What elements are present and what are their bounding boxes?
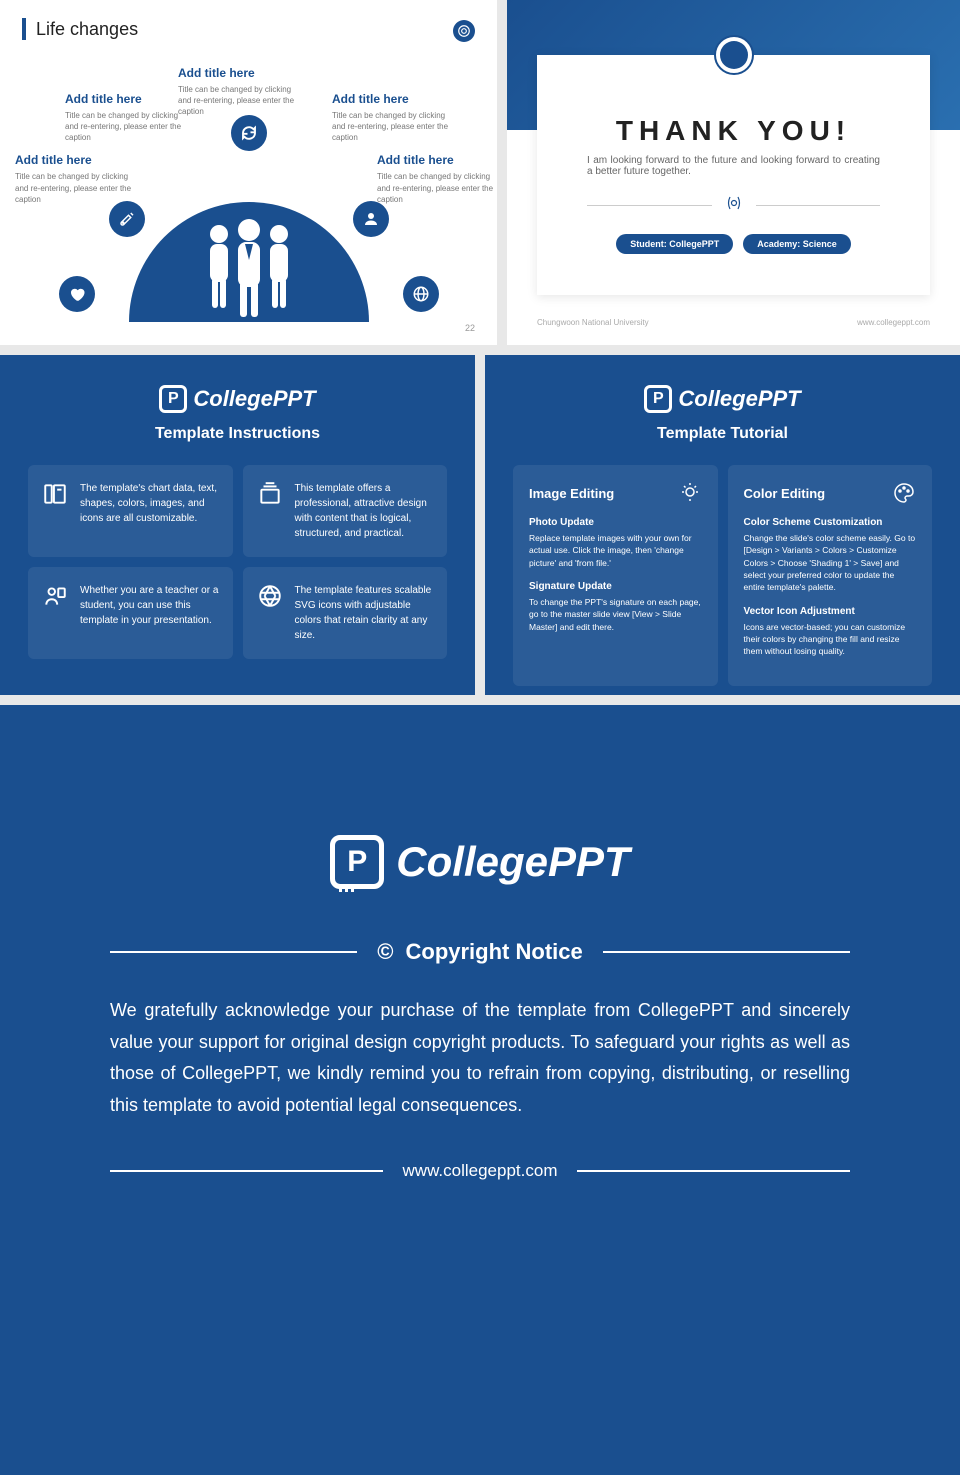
- sub-body: Icons are vector-based; you can customiz…: [744, 621, 917, 658]
- copyright-icon: ©: [377, 939, 393, 965]
- slide-title: Life changes: [36, 19, 138, 40]
- corner-seal-icon: [453, 20, 475, 42]
- sub-title: Vector Icon Adjustment: [744, 606, 917, 617]
- brand-name: CollegePPT: [396, 838, 629, 886]
- tools-icon: [109, 201, 145, 237]
- copyright-body: We gratefully acknowledge your purchase …: [110, 995, 850, 1121]
- tutorial-slide: PCollegePPT Template Tutorial Image Edit…: [485, 355, 960, 695]
- academy-badge: Academy: Science: [743, 234, 851, 254]
- page-number: 22: [465, 323, 475, 333]
- tutorial-card: Color Editing Color Scheme Customization…: [728, 465, 933, 686]
- layers-icon: [257, 481, 283, 507]
- footer: Chungwoon National University www.colleg…: [537, 318, 930, 327]
- section-title: Template Tutorial: [513, 425, 932, 443]
- instructions-slide: PCollegePPT Template Instructions The te…: [0, 355, 475, 695]
- url: www.collegeppt.com: [403, 1161, 558, 1181]
- aperture-icon: [257, 583, 283, 609]
- sub-body: To change the PPT's signature on each pa…: [529, 596, 702, 633]
- info-card: Whether you are a teacher or a student, …: [28, 567, 233, 659]
- user-icon: [353, 201, 389, 237]
- item-body: Title can be changed by clicking and re-…: [178, 84, 298, 118]
- title-accent: [22, 18, 26, 40]
- people-icon: [184, 212, 314, 322]
- thank-you-slide: THANK YOU! I am looking forward to the f…: [507, 0, 960, 345]
- sub-title: Signature Update: [529, 581, 702, 592]
- footer-right: www.collegeppt.com: [857, 318, 930, 327]
- life-changes-slide: Life changes Add title here Title can be…: [0, 0, 497, 345]
- copyright-slide: PCollegePPT © Copyright Notice We gratef…: [0, 705, 960, 1475]
- logo: PCollegePPT: [513, 385, 932, 413]
- sub-body: Change the slide's color scheme easily. …: [744, 532, 917, 594]
- student-badge: Student: CollegePPT: [616, 234, 733, 254]
- sub-title: Color Scheme Customization: [744, 517, 917, 528]
- divider: [587, 195, 880, 216]
- thank-you-heading: THANK YOU!: [587, 115, 880, 147]
- lightbulb-icon: [678, 481, 702, 505]
- laurel-icon: [724, 195, 744, 216]
- brand-name: CollegePPT: [193, 386, 315, 412]
- card-text: This template offers a professional, att…: [295, 481, 434, 541]
- item-title: Add title here: [332, 92, 452, 106]
- thank-you-subtext: I am looking forward to the future and l…: [587, 155, 880, 177]
- logo-icon: P: [159, 385, 187, 413]
- item-3: Add title here Title can be changed by c…: [178, 66, 298, 118]
- copyright-heading: Copyright Notice: [406, 939, 583, 965]
- info-card: The template features scalable SVG icons…: [243, 567, 448, 659]
- sub-body: Replace template images with your own fo…: [529, 532, 702, 569]
- info-grid: The template's chart data, text, shapes,…: [28, 465, 447, 659]
- refresh-icon: [231, 115, 267, 151]
- item-title: Add title here: [65, 92, 185, 106]
- item-title: Add title here: [178, 66, 298, 80]
- card-text: The template features scalable SVG icons…: [295, 583, 434, 643]
- thank-you-card: THANK YOU! I am looking forward to the f…: [537, 55, 930, 295]
- title-bar: Life changes: [22, 18, 475, 40]
- logo-icon: P: [330, 835, 384, 889]
- teacher-icon: [42, 583, 68, 609]
- footer-left: Chungwoon National University: [537, 318, 649, 327]
- badges: Student: CollegePPT Academy: Science: [587, 234, 880, 254]
- presentation-icon: [42, 481, 68, 507]
- copyright-heading-row: © Copyright Notice: [110, 939, 850, 965]
- logo: PCollegePPT: [110, 835, 850, 889]
- card-heading: Color Editing: [744, 486, 826, 501]
- card-heading: Image Editing: [529, 486, 614, 501]
- info-card: This template offers a professional, att…: [243, 465, 448, 557]
- card-text: Whether you are a teacher or a student, …: [80, 583, 219, 643]
- tutorial-grid: Image Editing Photo Update Replace templ…: [513, 465, 932, 686]
- card-text: The template's chart data, text, shapes,…: [80, 481, 219, 541]
- seal-icon: [714, 35, 754, 75]
- heart-icon: [59, 276, 95, 312]
- globe-icon: [403, 276, 439, 312]
- palette-icon: [892, 481, 916, 505]
- info-card: The template's chart data, text, shapes,…: [28, 465, 233, 557]
- logo: PCollegePPT: [28, 385, 447, 413]
- sub-title: Photo Update: [529, 517, 702, 528]
- brand-name: CollegePPT: [678, 386, 800, 412]
- arc-diagram: [69, 127, 429, 307]
- logo-icon: P: [644, 385, 672, 413]
- section-title: Template Instructions: [28, 425, 447, 443]
- tutorial-card: Image Editing Photo Update Replace templ…: [513, 465, 718, 686]
- copyright-footer: www.collegeppt.com: [110, 1161, 850, 1181]
